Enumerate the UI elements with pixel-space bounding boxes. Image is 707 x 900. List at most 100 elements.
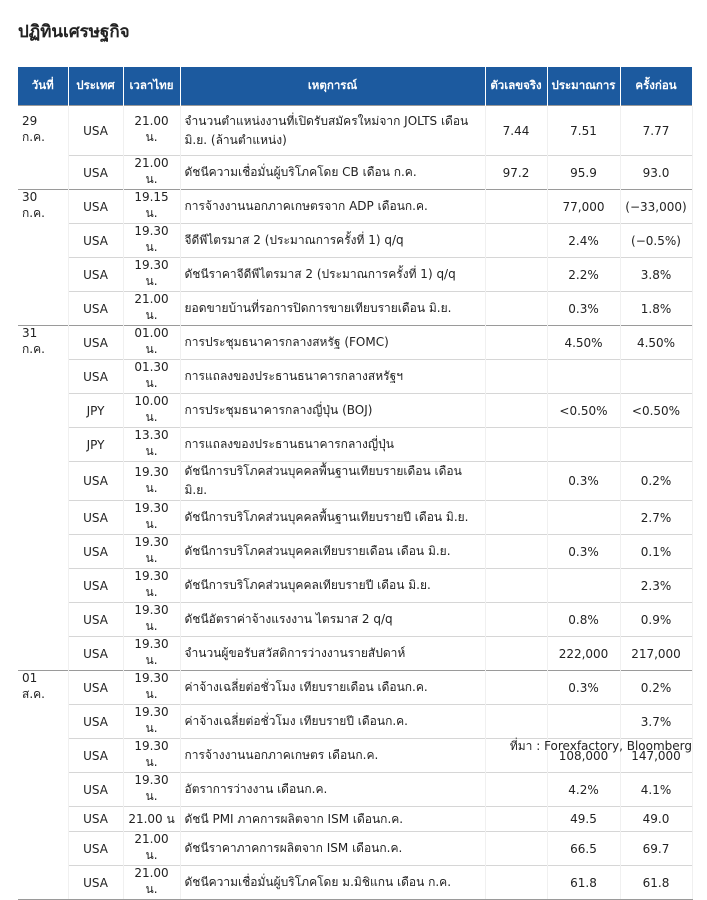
column-header: ประมาณการ xyxy=(547,67,621,106)
table-cell xyxy=(18,427,69,462)
table-body: 29 ก.ค. USA 21.00 น. จำนวนตำแหน่งงานที่เปิด… xyxy=(18,105,693,900)
table-cell: 2.3% xyxy=(620,568,693,603)
table-cell xyxy=(620,359,693,394)
table-cell: ดัชนีความเชื่อมั่นผู้บริโภคโดย CB เดือน … xyxy=(180,155,486,190)
table-cell: ดัชนีราคาภาคการผลิตจาก ISM เดือนก.ค. xyxy=(180,831,486,866)
table-cell xyxy=(18,291,69,326)
table-cell: 4.50% xyxy=(620,325,693,360)
table-cell xyxy=(18,223,69,258)
table-cell: 3.8% xyxy=(620,257,693,292)
table-cell: USA xyxy=(68,738,124,773)
table-cell: 21.00 น. xyxy=(123,155,181,190)
table-cell: 01.30 น. xyxy=(123,359,181,394)
table-cell: 2.4% xyxy=(547,223,621,258)
table-cell: 7.77 xyxy=(620,105,693,156)
table-cell xyxy=(547,427,621,462)
table-row: USA 21.00 น. ดัชนีความเชื่อมั่นผู้บริโภคโด… xyxy=(18,865,693,900)
table-cell: USA xyxy=(68,189,124,224)
table-cell: 0.9% xyxy=(620,602,693,637)
table-row: 31 ก.ค. USA 01.00 น. การประชุมธนาคารกลางสหร… xyxy=(18,325,693,360)
table-cell: 0.3% xyxy=(547,670,621,705)
table-cell: จำนวนตำแหน่งงานที่เปิดรับสมัครใหม่จาก JO… xyxy=(180,105,486,156)
table-cell xyxy=(18,500,69,535)
table-cell: 19.30 น. xyxy=(123,223,181,258)
table-cell: 19.30 น. xyxy=(123,704,181,739)
title: ปฏิทินเศรษฐกิจ xyxy=(18,22,130,42)
table-cell: JPY xyxy=(68,427,124,462)
table-cell: 19.30 น. xyxy=(123,772,181,807)
table-cell: ดัชนีการบริโภคส่วนบุคคลพื้นฐานเทียบรายเด… xyxy=(180,461,486,501)
table-cell xyxy=(485,704,548,739)
table-cell: ค่าจ้างเฉลี่ยต่อชั่วโมง เทียบรายเดือน เด… xyxy=(180,670,486,705)
table-cell: <0.50% xyxy=(547,393,621,428)
table-row: JPY 13.30 น. การแถลงของประธานธนาคารกลางญี่… xyxy=(18,427,693,462)
table-cell: 10.00 น. xyxy=(123,393,181,428)
table-cell: USA xyxy=(68,500,124,535)
table-cell: 95.9 xyxy=(547,155,621,190)
table-cell xyxy=(485,772,548,807)
table-cell xyxy=(547,568,621,603)
table-row: 29 ก.ค. USA 21.00 น. จำนวนตำแหน่งงานที่เปิด… xyxy=(18,105,693,156)
table-cell: 19.30 น. xyxy=(123,568,181,603)
table-cell xyxy=(620,427,693,462)
table-cell: การประชุมธนาคารกลางสหรัฐ (FOMC) xyxy=(180,325,486,360)
table-cell: 2.7% xyxy=(620,500,693,535)
table-cell xyxy=(485,461,548,501)
table-cell: USA xyxy=(68,105,124,156)
table-row: USA 21.00 นดัชนี PMI ภาคการผลิตจาก ISM เด… xyxy=(18,806,693,832)
table-cell: 0.8% xyxy=(547,602,621,637)
table-cell: 01.00 น. xyxy=(123,325,181,360)
table-cell: จำนวนผู้ขอรับสวัสดิการว่างงานรายสัปดาห์ xyxy=(180,636,486,671)
table-cell: USA xyxy=(68,223,124,258)
table-row: USA 19.30 น. จีดีพีไตรมาส 2 (ประมาณการครั้… xyxy=(18,223,693,258)
table-cell: 61.8 xyxy=(620,865,693,900)
table-row: USA 21.00 น. ดัชนีความเชื่อมั่นผู้บริโภคโด… xyxy=(18,155,693,190)
table-cell: USA xyxy=(68,602,124,637)
table-cell: ดัชนีการบริโภคส่วนบุคคลเทียบรายปี เดือน … xyxy=(180,568,486,603)
table-row: USA 21.00 น. ยอดขายบ้านที่รอการปิดการขายเท… xyxy=(18,291,693,326)
table-cell: การจ้างงานนอกภาคเกษตรจาก ADP เดือนก.ค. xyxy=(180,189,486,224)
table-row: USA 19.30 น. ดัชนีการบริโภคส่วนบุคคลเทียบร… xyxy=(18,534,693,569)
column-header: วันที่ xyxy=(18,67,69,106)
table-cell: 93.0 xyxy=(620,155,693,190)
column-header: เวลาไทย xyxy=(123,67,181,106)
table-cell xyxy=(485,291,548,326)
table-cell xyxy=(485,636,548,671)
table-row: 01 ส.ค. USA 19.30 น. ค่าจ้างเฉลี่ยต่อชั่วโม… xyxy=(18,670,693,705)
table-cell: 7.44 xyxy=(485,105,548,156)
table-cell: USA xyxy=(68,865,124,900)
table-cell: 49.0 xyxy=(620,806,693,832)
table-cell xyxy=(547,704,621,739)
table-row: USA 19.30 น. ดัชนีการบริโภคส่วนบุคคลเทียบร… xyxy=(18,568,693,603)
table-cell xyxy=(18,568,69,603)
table-cell xyxy=(547,500,621,535)
table-cell: USA xyxy=(68,461,124,501)
calendar-table: วันที่ ประเทศ เวลาไทย เหตุการณ์ ตัวเลขจริง ปร… xyxy=(18,67,693,900)
table-cell: 19.15 น. xyxy=(123,189,181,224)
table-cell: 21.00 น. xyxy=(123,291,181,326)
table-row: USA 19.30 น. ดัชนีการบริโภคส่วนบุคคลพื้นฐา… xyxy=(18,461,693,501)
header-row: วันที่ ประเทศ เวลาไทย เหตุการณ์ ตัวเลขจริง ปร… xyxy=(18,67,693,106)
table-cell: 0.3% xyxy=(547,291,621,326)
table-cell: 30 ก.ค. xyxy=(18,189,69,224)
table-cell: 19.30 น. xyxy=(123,534,181,569)
table-cell: USA xyxy=(68,670,124,705)
table-cell: 21.00 น. xyxy=(123,831,181,866)
table-cell: 31 ก.ค. xyxy=(18,325,69,360)
table-cell: 19.30 น. xyxy=(123,670,181,705)
table-row: USA 19.30 น. ดัชนีการบริโภคส่วนบุคคลพื้นฐา… xyxy=(18,500,693,535)
table-cell: USA xyxy=(68,806,124,832)
table-cell xyxy=(485,189,548,224)
table-cell: 19.30 น. xyxy=(123,257,181,292)
table-cell: 13.30 น. xyxy=(123,427,181,462)
table-row: 30 ก.ค. USA 19.15 น. การจ้างงานนอกภาคเกษตรจ… xyxy=(18,189,693,224)
table-cell: 4.2% xyxy=(547,772,621,807)
table-cell: 77,000 xyxy=(547,189,621,224)
table-row: USA 19.30 น. ดัชนีอัตราค่าจ้างแรงงาน ไตรมา… xyxy=(18,602,693,637)
table-cell: USA xyxy=(68,534,124,569)
table-cell: การประชุมธนาคารกลางญี่ปุ่น (BOJ) xyxy=(180,393,486,428)
table-row: USA 19.30 น. จำนวนผู้ขอรับสวัสดิการว่างงาน… xyxy=(18,636,693,671)
table-cell: ค่าจ้างเฉลี่ยต่อชั่วโมง เทียบรายปี เดือน… xyxy=(180,704,486,739)
table-cell xyxy=(18,155,69,190)
table-cell xyxy=(485,500,548,535)
